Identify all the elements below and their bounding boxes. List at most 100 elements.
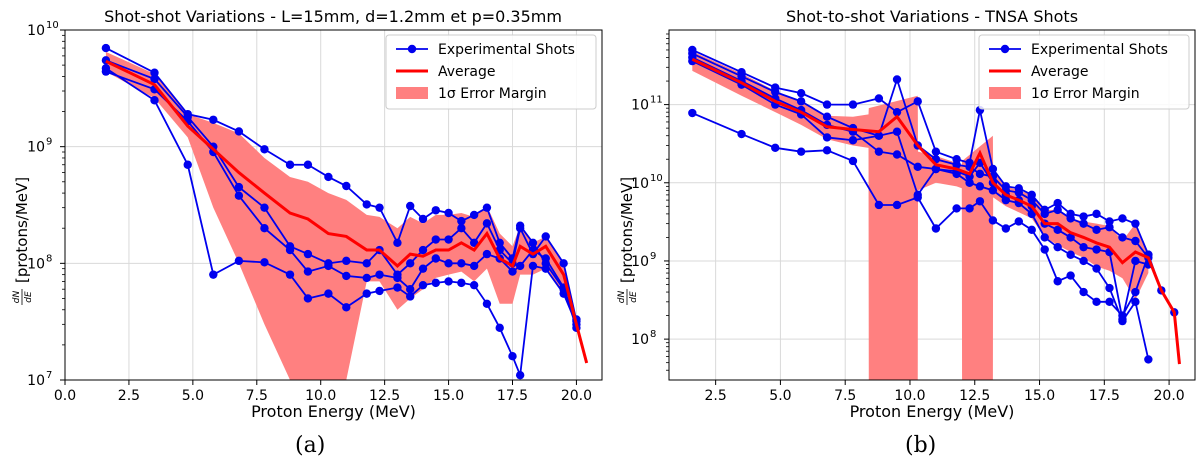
shot-point <box>342 256 351 266</box>
shot-point <box>892 75 902 84</box>
shot-point <box>234 191 244 200</box>
shot-point <box>541 264 550 273</box>
y-label-numerator: dN <box>617 291 627 304</box>
x-tick-label: 15.0 <box>1024 388 1055 404</box>
shot-point <box>1079 256 1088 266</box>
shot-point <box>1105 297 1114 307</box>
shot-point <box>431 254 440 263</box>
y-tick-exponent: 8 <box>46 253 52 264</box>
x-tick-label: 2.5 <box>705 388 727 404</box>
shot-point <box>559 259 568 268</box>
y-tick-exponent: 9 <box>650 251 656 262</box>
shot-point <box>482 203 492 212</box>
shot-point <box>431 235 440 244</box>
shot-point <box>952 169 961 179</box>
shot-point <box>1092 225 1101 235</box>
shot-point <box>444 277 453 286</box>
x-tick-label: 7.5 <box>834 388 856 404</box>
shot-point <box>1027 195 1036 205</box>
shot-point <box>183 160 192 169</box>
shot-point <box>150 68 159 77</box>
y-tick-base: 10 <box>631 98 649 114</box>
y-tick-exponent: 10 <box>650 173 663 184</box>
shot-point <box>965 204 974 213</box>
x-tick-label: 17.5 <box>497 388 528 404</box>
shot-point <box>431 278 440 288</box>
shot-point <box>495 323 504 333</box>
shot-point <box>1131 256 1140 266</box>
x-tick-label: 10.0 <box>305 388 336 404</box>
shot-point <box>393 283 402 292</box>
x-tick-label: 12.5 <box>369 388 400 404</box>
y-tick-exponent: 7 <box>46 370 52 381</box>
shot-point <box>975 182 985 191</box>
shot-point <box>771 143 780 153</box>
error-band <box>105 51 577 380</box>
shot-point <box>444 208 453 218</box>
x-axis-label: Proton Energy (MeV) <box>251 402 416 421</box>
shot-point <box>482 249 492 259</box>
shot-point <box>418 214 428 224</box>
shot-point <box>1079 212 1088 221</box>
shot-point <box>1131 287 1140 297</box>
shot-point <box>892 127 902 136</box>
shot-point <box>342 303 351 312</box>
x-tick-label: 20.0 <box>561 388 592 404</box>
x-axis-label: Proton Energy (MeV) <box>850 402 1015 421</box>
shot-point <box>528 261 538 271</box>
shot-point <box>260 258 269 267</box>
shot-point <box>260 203 269 212</box>
shot-point <box>1053 198 1062 208</box>
y-tick-label: 1011 <box>631 95 663 114</box>
plot-area <box>688 45 1181 380</box>
panel-label: (a) <box>295 433 325 458</box>
shot-point <box>541 232 550 241</box>
y-tick-exponent: 10 <box>46 20 59 31</box>
legend-shots-marker <box>407 44 417 54</box>
shot-point <box>931 164 941 174</box>
shot-point <box>892 107 902 117</box>
shot-point <box>444 259 453 268</box>
shot-point <box>303 294 313 303</box>
shot-point <box>1066 233 1075 242</box>
shot-point <box>150 96 159 105</box>
shot-point <box>1027 225 1036 235</box>
shot-point <box>431 206 440 215</box>
legend: Experimental Shots Average 1σ Error Margin <box>385 34 597 110</box>
shot-point <box>515 370 525 380</box>
y-tick-base: 10 <box>27 256 45 272</box>
shot-point <box>362 259 371 268</box>
shot-point <box>375 203 384 212</box>
legend-label: 1σ Error Margin <box>438 86 547 102</box>
shot-series-5 <box>688 108 1179 320</box>
legend: Experimental Shots Average 1σ Error Margin <box>978 34 1190 110</box>
legend-label: Experimental Shots <box>438 42 575 58</box>
shot-point <box>342 271 351 281</box>
shot-point <box>375 286 384 296</box>
shot-point <box>469 210 479 220</box>
shot-point <box>931 224 941 233</box>
shot-point <box>528 238 538 247</box>
shot-point <box>457 278 466 288</box>
shot-point <box>874 200 884 210</box>
shot-point <box>515 261 525 271</box>
shot-point <box>796 97 806 106</box>
shot-point <box>1014 188 1023 197</box>
legend-box <box>978 34 1190 110</box>
y-tick-base: 10 <box>631 332 649 348</box>
shot-point <box>1118 214 1127 223</box>
shot-point <box>482 219 492 228</box>
shot-point <box>1092 297 1101 307</box>
shot-point <box>1040 233 1049 242</box>
shot-point <box>508 267 517 276</box>
shot-point <box>101 64 111 73</box>
shot-point <box>457 224 466 233</box>
shot-point <box>892 150 902 159</box>
y-axis-label: dN dE [protons/MeV] <box>617 177 639 305</box>
shot-point <box>771 87 780 97</box>
shot-point <box>508 351 517 361</box>
y-tick-base: 10 <box>631 254 649 270</box>
legend-label: 1σ Error Margin <box>1031 86 1140 102</box>
shot-point <box>482 299 492 308</box>
shot-point <box>393 238 402 247</box>
